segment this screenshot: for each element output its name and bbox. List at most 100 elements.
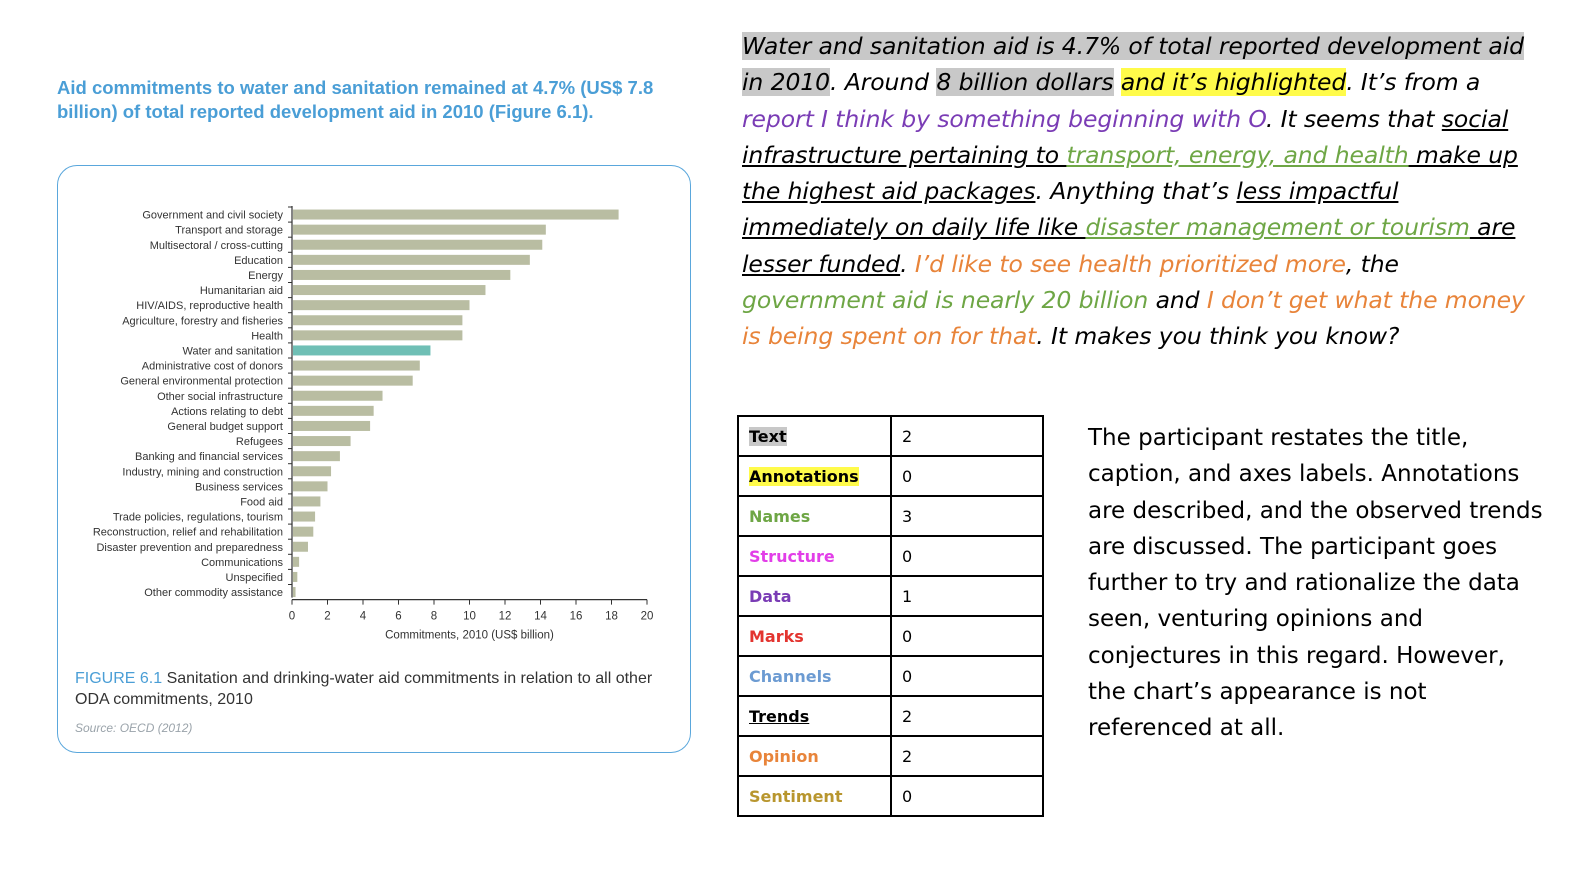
bar: [293, 571, 298, 582]
category-label: Refugees: [236, 436, 284, 448]
category-label: Other social infrastructure: [157, 391, 283, 403]
x-tick-label: 20: [641, 611, 654, 623]
bar-chart: Government and civil society Transport an…: [93, 206, 654, 642]
bar: [293, 390, 383, 401]
coding-row: Structure 0: [737, 535, 1044, 577]
category-label: HIV/AIDS, reproductive health: [136, 300, 283, 312]
category-label: Humanitarian aid: [200, 285, 283, 297]
commentary-segment: . It’s from a: [1346, 68, 1481, 97]
coding-count: 3: [890, 495, 1044, 537]
category-label: Water and sanitation: [183, 345, 283, 357]
bar: [293, 451, 340, 462]
category-label: Banking and financial services: [135, 451, 283, 463]
bar: [293, 345, 431, 356]
summary-text: The participant restates the title, capt…: [1088, 425, 1543, 742]
coding-count: 0: [890, 775, 1044, 817]
bar: [293, 375, 413, 386]
x-tick-label: 10: [463, 611, 476, 623]
bar: [293, 511, 316, 522]
x-tick-label: 18: [605, 611, 618, 623]
commentary-segment: social infrastructure pertaining to: [742, 104, 1509, 169]
coding-label-cell: Structure: [737, 535, 892, 577]
commentary-segment: transport, energy, and health: [1066, 140, 1409, 169]
commentary-segment: . Anything that’s: [1035, 177, 1237, 206]
category-label: Education: [234, 255, 283, 267]
bar: [293, 466, 332, 477]
category-label: Unspecified: [226, 572, 283, 584]
category-label: Transport and storage: [175, 225, 283, 237]
bar: [293, 315, 463, 326]
x-tick-label: 16: [570, 611, 583, 623]
commentary-segment: are lesser funded: [742, 213, 1516, 278]
bar: [293, 587, 296, 598]
coding-label-cell: Annotations: [737, 455, 892, 497]
commentary-segment: make up the highest aid packages: [742, 140, 1518, 206]
coding-row: Names 3: [737, 495, 1044, 537]
figure-heading: Aid commitments to water and sanitation …: [57, 77, 654, 122]
category-label: Reconstruction, relief and rehabilitatio…: [93, 527, 283, 539]
category-label: Other commodity assistance: [144, 587, 283, 599]
coding-label-cell: Marks: [737, 615, 892, 657]
x-axis-title: Commitments, 2010 (US$ billion): [385, 630, 554, 642]
coding-label-cell: Trends: [737, 695, 892, 737]
category-label: Administrative cost of donors: [142, 361, 284, 373]
coding-label-cell: Names: [737, 495, 892, 537]
category-label: Health: [251, 330, 283, 342]
commentary-segment: I’d like to see health prioritized more: [914, 249, 1346, 278]
figure-caption-text: Sanitation and drinking-water aid commit…: [75, 670, 653, 708]
category-label: Trade policies, regulations, tourism: [113, 512, 283, 524]
commentary-segment: disaster management or tourism: [1085, 213, 1470, 242]
x-tick-label: 0: [289, 611, 295, 623]
coding-count: 2: [890, 695, 1044, 737]
coding-label-cell: Data: [737, 575, 892, 617]
coding-count: 2: [890, 735, 1044, 777]
coding-label: Marks: [749, 626, 804, 646]
bar: [293, 541, 308, 552]
coding-row: Channels 0: [737, 655, 1044, 697]
commentary-segment: . Around: [830, 68, 937, 97]
bar: [293, 360, 420, 371]
coding-count: 0: [890, 535, 1044, 577]
coding-row: Annotations 0: [737, 455, 1044, 497]
coding-label: Annotations: [749, 466, 859, 486]
x-tick-label: 14: [534, 611, 547, 623]
commentary-segment: I don’t get what the money is being spen…: [742, 286, 1525, 351]
x-tick-label: 12: [499, 611, 512, 623]
coding-label-cell: Channels: [737, 655, 892, 697]
coding-label: Text: [749, 426, 787, 446]
bar: [293, 254, 530, 265]
bar: [293, 330, 463, 341]
coding-count: 2: [890, 415, 1044, 457]
commentary-segment: . It makes you think you know?: [1036, 322, 1400, 351]
bar: [293, 526, 314, 537]
figure-source: Source: OECD (2012): [75, 721, 193, 735]
coding-label: Structure: [749, 546, 835, 566]
participant-commentary: Water and sanitation aid is 4.7% of tota…: [742, 28, 1542, 355]
bar: [293, 224, 546, 235]
commentary-segment: .: [900, 249, 915, 278]
coding-row: Data 1: [737, 575, 1044, 617]
x-tick-label: 8: [431, 611, 437, 623]
category-label: Disaster prevention and preparedness: [96, 542, 283, 554]
bar: [293, 420, 371, 431]
coding-label: Data: [749, 586, 792, 606]
category-label: Government and civil society: [142, 210, 283, 222]
commentary-segment: 8 billion dollars: [936, 68, 1114, 97]
x-tick-label: 4: [360, 611, 367, 623]
commentary-segment: . It seems that: [1265, 104, 1442, 133]
category-label: Communications: [201, 557, 283, 569]
category-label: Food aid: [240, 496, 283, 508]
commentary-segment: report I think by something beginning wi…: [742, 104, 1266, 133]
commentary-segment: and it’s highlighted: [1120, 68, 1347, 97]
figure-frame: [57, 165, 691, 753]
commentary-segment: and: [1148, 286, 1207, 315]
coding-label: Sentiment: [749, 786, 843, 806]
commentary-segment: [1114, 68, 1121, 96]
category-label: Energy: [248, 270, 283, 282]
bar: [293, 436, 351, 447]
bar: [293, 285, 486, 296]
coding-row: Marks 0: [737, 615, 1044, 657]
category-label: Actions relating to debt: [171, 406, 283, 418]
coding-row: Trends 2: [737, 695, 1044, 737]
coding-label: Names: [749, 506, 811, 526]
